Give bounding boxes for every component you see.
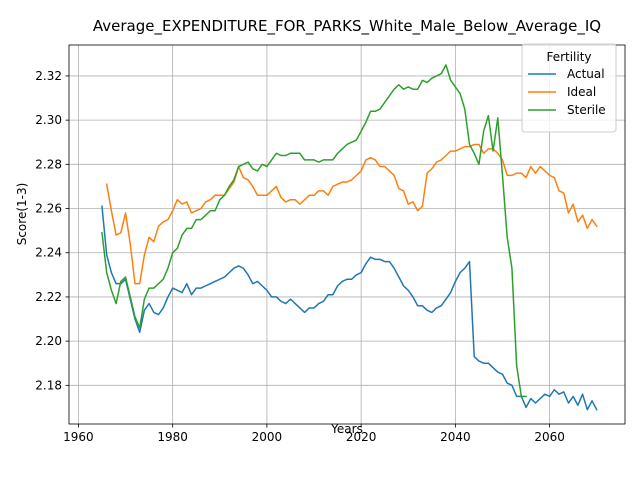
- series-line-ideal: [105, 143, 598, 285]
- y-tick-label: 2.18: [35, 378, 62, 392]
- y-tick-label: 2.28: [35, 157, 62, 171]
- x-tick-label: 2000: [252, 430, 283, 444]
- x-tick-label: 2040: [440, 430, 471, 444]
- y-axis-ticks: 2.18 2.20 2.22 2.24 2.26 2.28 2.30 2.32: [35, 69, 69, 392]
- x-tick-label: 2020: [346, 430, 377, 444]
- plot-area-frame: [68, 44, 626, 425]
- legend-label-actual: Actual: [567, 67, 605, 81]
- y-axis-label: Score(1-3): [15, 183, 29, 246]
- series-line-actual: [101, 205, 598, 411]
- y-tick-label: 2.32: [35, 69, 62, 83]
- x-tick-label: 2060: [534, 430, 565, 444]
- series-lines: [101, 64, 598, 411]
- chart-title: Average_EXPENDITURE_FOR_PARKS_White_Male…: [93, 17, 601, 36]
- y-tick-label: 2.24: [35, 246, 62, 260]
- legend-entries: Actual Ideal Sterile: [528, 67, 606, 117]
- x-tick-label: 1960: [63, 430, 94, 444]
- y-tick-label: 2.22: [35, 290, 62, 304]
- legend-label-ideal: Ideal: [567, 85, 596, 99]
- x-axis-ticks: 1960 1980 2000 2020 2040 2060: [63, 424, 565, 444]
- legend-label-sterile: Sterile: [567, 103, 606, 117]
- y-tick-label: 2.20: [35, 334, 62, 348]
- legend: Fertility Actual Ideal Sterile: [521, 43, 617, 133]
- grid-lines: [69, 45, 625, 424]
- y-tick-label: 2.26: [35, 202, 62, 216]
- series-line-sterile: [101, 64, 527, 398]
- x-axis-label: Years: [330, 422, 363, 436]
- y-tick-label: 2.30: [35, 113, 62, 127]
- legend-title: Fertility: [546, 50, 591, 64]
- x-tick-label: 1980: [157, 430, 188, 444]
